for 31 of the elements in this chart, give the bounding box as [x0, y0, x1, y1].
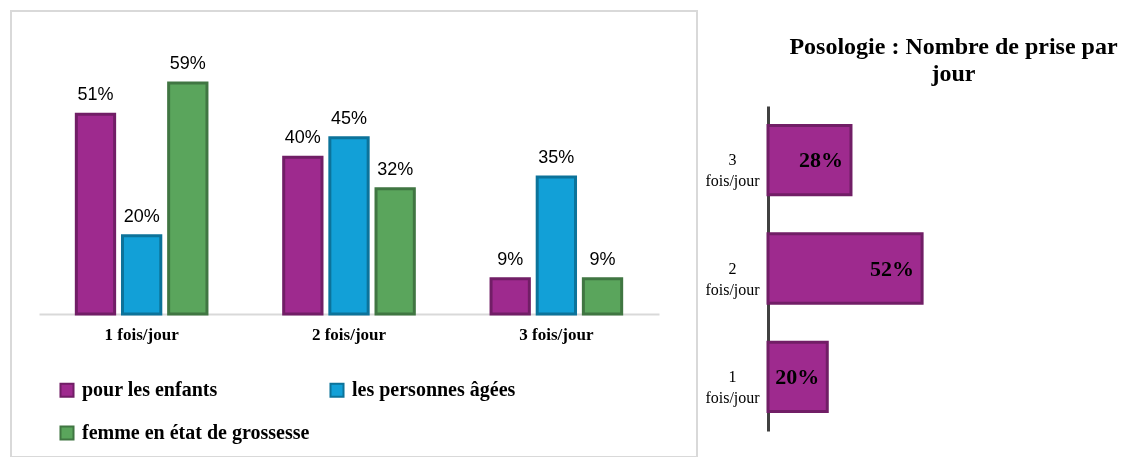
- data-label: 20%: [775, 363, 820, 389]
- data-label: 28%: [798, 147, 843, 173]
- y-tick-label: 3 fois/jour: [705, 151, 761, 191]
- bar: [74, 112, 117, 316]
- data-label: 40%: [284, 127, 321, 148]
- bar: [374, 187, 416, 316]
- data-label: 59%: [169, 52, 206, 73]
- data-label: 52%: [870, 255, 915, 281]
- legend-label: femme en état de grossesse: [82, 421, 310, 444]
- y-tick-label: 2 fois/jour: [705, 259, 761, 299]
- data-label: 51%: [77, 84, 114, 105]
- bar: [167, 81, 209, 316]
- bar: [581, 277, 624, 316]
- y-tick-label: 1 fois/jour: [705, 367, 761, 407]
- x-tick-label: 1 fois/jour: [104, 324, 180, 344]
- x-tick-label: 3 fois/jour: [519, 324, 594, 344]
- data-label: 20%: [123, 205, 160, 226]
- bar: [282, 155, 324, 316]
- data-label: 35%: [538, 146, 575, 167]
- legend-label: les personnes âgées: [352, 378, 516, 402]
- bar: [489, 277, 531, 316]
- bar: [120, 234, 163, 316]
- data-label: 32%: [377, 158, 414, 179]
- chart-title: Posologie : Nombre de prise par jour: [789, 33, 1118, 86]
- bar: [328, 136, 370, 316]
- data-label: 9%: [589, 248, 616, 269]
- x-tick-label: 2 fois/jour: [311, 324, 387, 344]
- legend-label: pour les enfants: [82, 378, 218, 402]
- bar: [535, 175, 578, 316]
- data-label: 9%: [497, 248, 524, 269]
- data-label: 45%: [330, 107, 368, 128]
